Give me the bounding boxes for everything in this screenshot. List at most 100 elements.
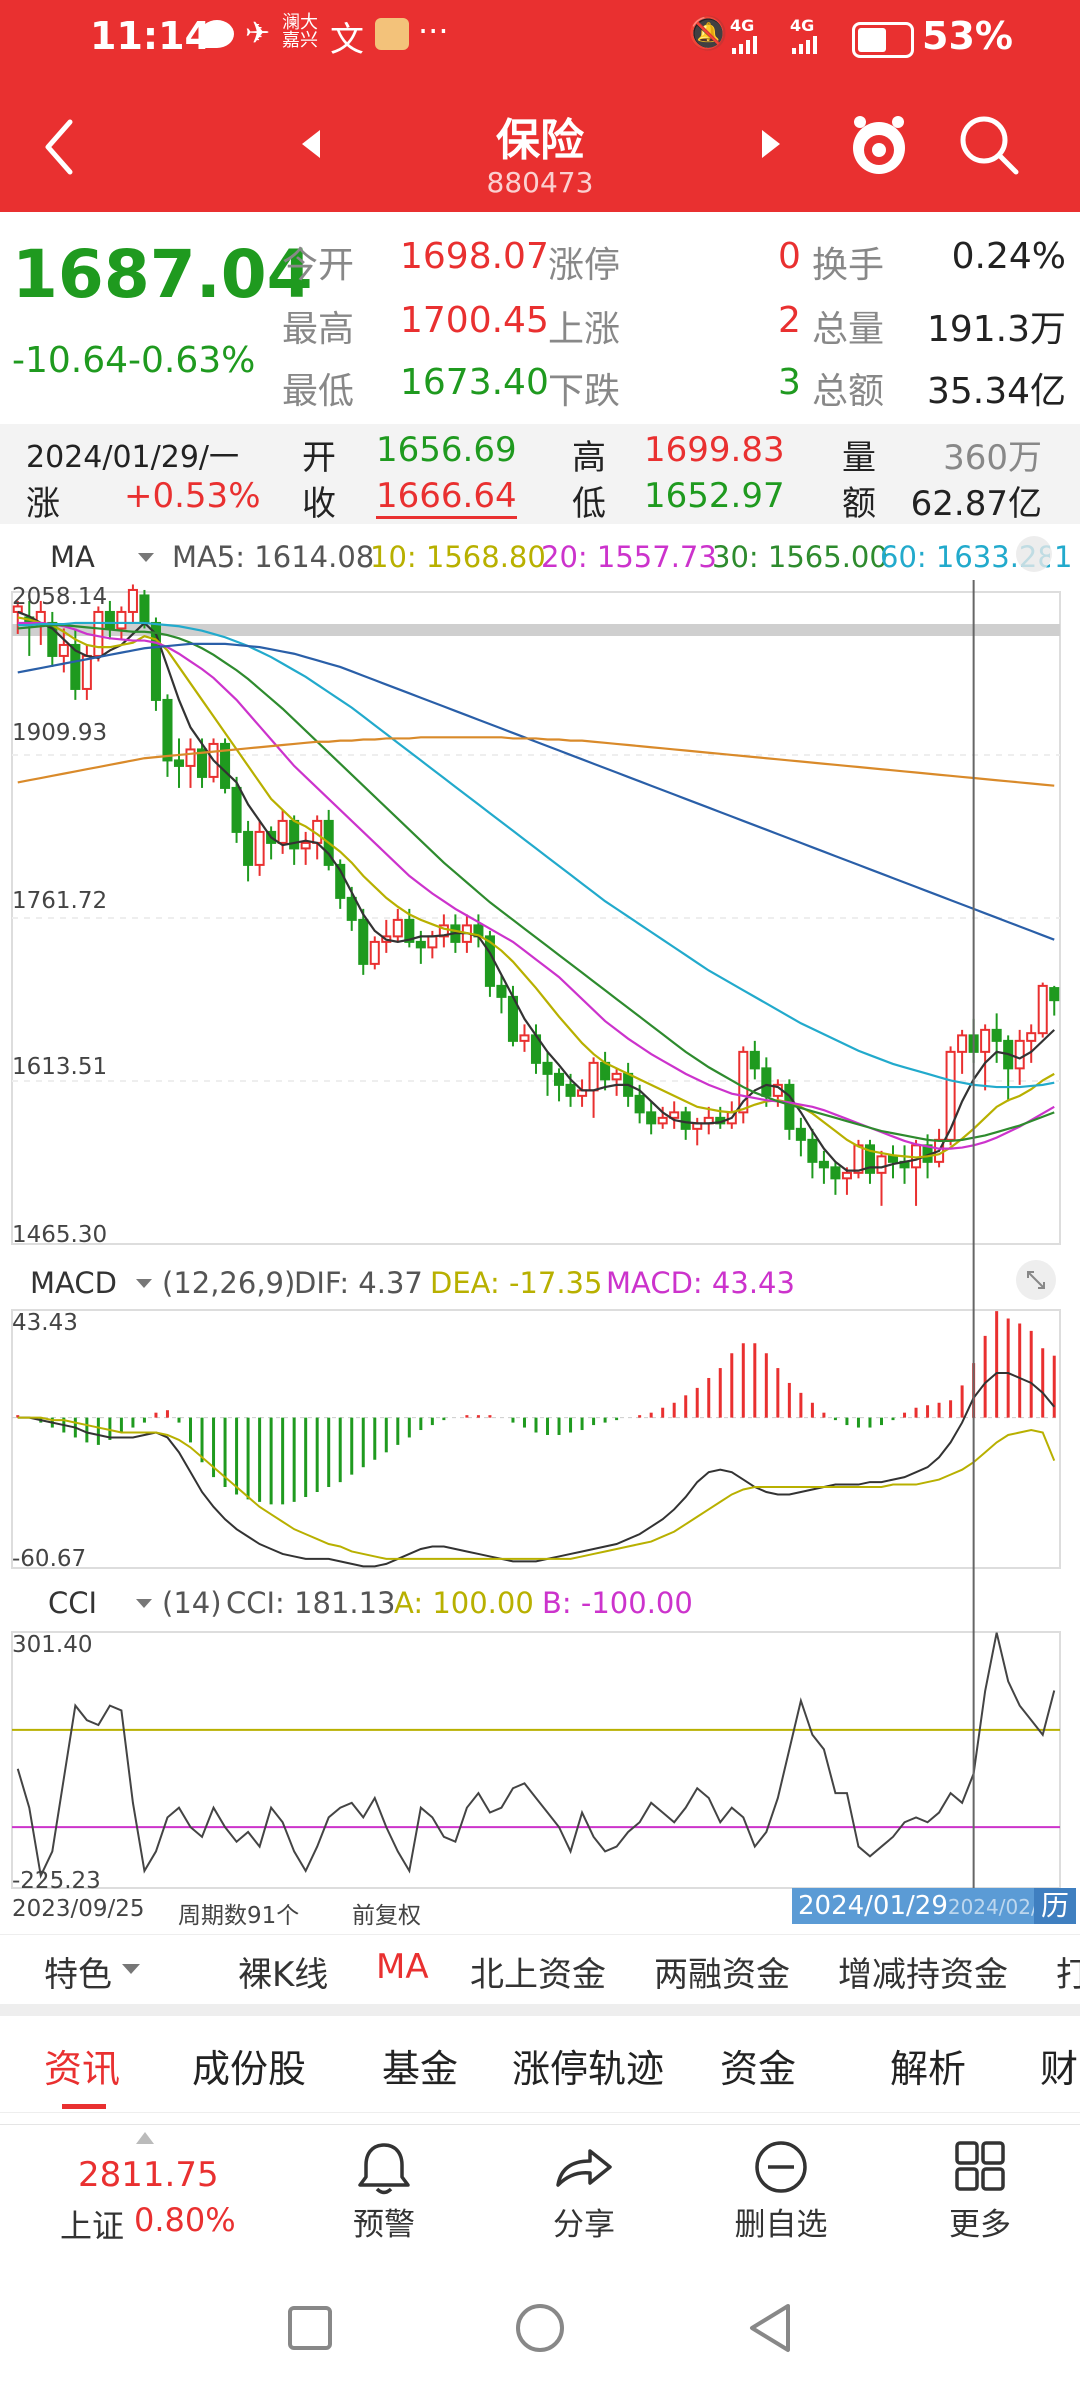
candle: [104, 610, 115, 630]
limit-up-value: 0: [778, 236, 801, 277]
band-vol: 360万: [943, 438, 1042, 478]
kline-chart[interactable]: [0, 580, 1080, 1940]
ma10-value: 10: 1568.80: [370, 540, 546, 574]
grid-more-icon: [955, 2141, 1005, 2191]
back-icon[interactable]: [30, 112, 90, 182]
indicator-tab-northbound[interactable]: 北上资金: [470, 1955, 606, 1995]
content-tab-news[interactable]: 资讯: [44, 2047, 121, 2091]
ma-dropdown-icon[interactable]: [136, 548, 156, 568]
turnover-value: 0.24%: [951, 236, 1066, 277]
battery-icon: [852, 22, 914, 58]
cci-line-CCI: [16, 1632, 1056, 1880]
content-tab-analysis[interactable]: 解析: [890, 2047, 967, 2091]
signal-2-label: 4G: [790, 16, 815, 35]
cci-ybottom: -225.23: [12, 1868, 101, 1894]
next-stock-icon[interactable]: [756, 126, 786, 162]
index-pct[interactable]: 0.80%: [134, 2201, 236, 2239]
recent-apps-icon[interactable]: [286, 2304, 334, 2352]
cci-indicator-name[interactable]: CCI: [48, 1586, 98, 1620]
indicator-tab-ma[interactable]: MA: [376, 1947, 429, 1987]
high-value: 1700.45: [400, 300, 549, 341]
down-value: 3: [778, 362, 801, 403]
signal-2-icon: [792, 34, 822, 54]
robot-assistant-icon[interactable]: [846, 110, 912, 180]
ma-ytick-5: 1465.30: [12, 1222, 108, 1248]
candle: [496, 984, 507, 998]
candle: [1049, 987, 1060, 1002]
day-detail-band: 2024/01/29/一 涨 +0.53% 开 1656.69 收 1666.6…: [0, 424, 1080, 524]
feature-dropdown-icon[interactable]: [120, 1959, 142, 1979]
candle: [185, 748, 196, 767]
macd-line-DIF: [17, 1372, 1056, 1568]
ma-settings-icon[interactable]: [1016, 536, 1052, 572]
adjust-mode[interactable]: 前复权: [352, 1903, 421, 1929]
candle: [749, 1050, 760, 1070]
content-tab-limit-up[interactable]: 涨停轨迹: [512, 2047, 665, 2091]
indicator-tab-margin[interactable]: 两融资金: [654, 1955, 790, 1995]
home-icon[interactable]: [514, 2302, 566, 2354]
low-value: 1673.40: [400, 362, 549, 403]
content-tab-bar: 资讯 成份股 基金 涨停轨迹 资金 解析 财: [0, 2016, 1080, 2113]
index-name[interactable]: 上证: [60, 2207, 125, 2245]
ma-indicator-name[interactable]: MA: [50, 540, 95, 574]
candle: [807, 1138, 818, 1163]
content-tab-funds[interactable]: 基金: [382, 2047, 459, 2091]
history-button[interactable]: 历: [1034, 1888, 1076, 1924]
remove-watchlist-button[interactable]: 删自选: [726, 2139, 836, 2259]
candle: [761, 1067, 772, 1097]
top-header: 11:14 ✈ 澜大嘉兴 文 ··· 🔕 4G 4G 53% 保险 880473: [0, 0, 1080, 212]
content-tab-finance[interactable]: 财: [1040, 2047, 1079, 2091]
candle: [1037, 984, 1048, 1035]
candle: [173, 759, 185, 767]
candle: [841, 1171, 852, 1180]
open-value: 1698.07: [400, 236, 549, 277]
signal-1-label: 4G: [730, 16, 755, 35]
cci-dropdown-icon[interactable]: [134, 1594, 154, 1614]
cci-ytop: 301.40: [12, 1632, 93, 1658]
last-price: 1687.04: [12, 236, 313, 313]
app-text-icon: 文: [330, 20, 364, 60]
band-change-label: 涨: [26, 484, 60, 524]
search-icon[interactable]: [956, 112, 1022, 178]
more-button[interactable]: 更多: [940, 2139, 1020, 2259]
macd-dif: DIF: 4.37: [294, 1266, 423, 1300]
candle: [565, 1083, 576, 1097]
app-thumbnail-icon: [375, 18, 409, 50]
volume-label: 总量: [812, 309, 885, 350]
band-vol-label: 量: [842, 438, 876, 478]
candle: [542, 1061, 553, 1075]
nav-back-icon[interactable]: [744, 2302, 796, 2354]
index-value[interactable]: 2811.75: [78, 2155, 219, 2195]
macd-ybottom: -60.67: [12, 1546, 87, 1572]
macd-dea: DEA: -17.35: [430, 1266, 603, 1300]
candle: [392, 918, 403, 938]
share-icon: [556, 2149, 612, 2187]
band-low-label: 低: [572, 484, 606, 524]
content-tab-capital[interactable]: 资金: [720, 2047, 797, 2091]
high-label: 最高: [282, 309, 355, 350]
prev-stock-icon[interactable]: [296, 126, 326, 162]
candle: [220, 742, 231, 789]
signal-1-icon: [732, 34, 762, 54]
indicator-tab-feature[interactable]: 特色: [44, 1955, 112, 1995]
candle: [70, 643, 81, 690]
candle: [611, 1072, 622, 1081]
up-value: 2: [778, 300, 801, 341]
chart-start-date: 2023/09/25: [12, 1896, 145, 1922]
open-label: 今开: [282, 245, 355, 286]
ma-ytick-4: 1613.51: [12, 1054, 108, 1080]
share-button[interactable]: 分享: [544, 2139, 624, 2259]
candle: [1014, 1039, 1025, 1070]
indicator-tab-bare-k[interactable]: 裸K线: [238, 1955, 329, 1995]
candle: [162, 698, 173, 762]
candle: [818, 1160, 829, 1169]
indicator-tab-holdings[interactable]: 增减持资金: [838, 1955, 1008, 1995]
content-tab-constituents[interactable]: 成份股: [192, 2047, 307, 2091]
candle: [634, 1094, 645, 1114]
expand-icon[interactable]: [1016, 1260, 1056, 1300]
active-tab-indicator: [62, 2104, 106, 2109]
alert-button[interactable]: 预警: [344, 2139, 424, 2259]
macd-dropdown-icon[interactable]: [134, 1274, 154, 1294]
indicator-tab-more[interactable]: 打: [1056, 1955, 1080, 1995]
macd-indicator-name[interactable]: MACD: [30, 1266, 117, 1300]
